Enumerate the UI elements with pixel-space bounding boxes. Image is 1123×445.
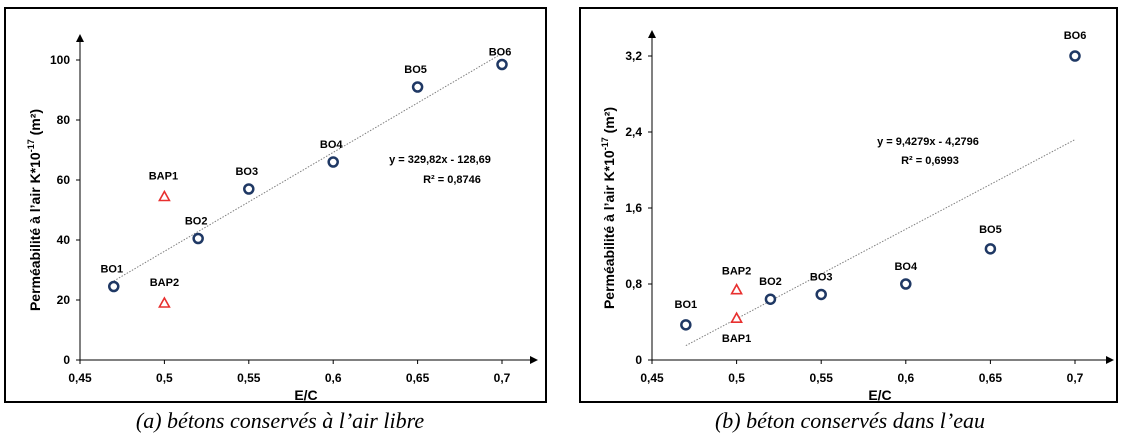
chart-b-svg: 0,45 0,5 0,55 0,6 0,65 0,7 0 0,8 1,6 2,4 3,2 E/C Per… [579, 7, 1118, 403]
data-point-bo4 [327, 156, 339, 168]
y-axis-label-unit: (m²) [601, 107, 617, 137]
trendline [113, 53, 503, 282]
data-label-bo5: BO5 [979, 224, 1002, 236]
x-tick-label: 0,6 [897, 371, 914, 385]
y-tick-label: 0,8 [625, 277, 642, 291]
data-point-bo1 [108, 280, 120, 293]
data-label-bo4: BO4 [320, 139, 344, 151]
data-label-bo2: BO2 [759, 276, 782, 288]
x-tick-label: 0,55 [237, 371, 261, 385]
chart-panel-a: 0,45 0,5 0,55 0,6 0,65 0,7 0 20 40 60 80 100 E/C Perm… [0, 0, 552, 445]
chart-frame [4, 7, 547, 403]
y-tick-label: 20 [57, 293, 71, 307]
x-tick-label: 0,7 [494, 371, 511, 385]
y-axis-label-unit: (m²) [27, 109, 43, 139]
x-tick-label: 0,65 [979, 371, 1003, 385]
x-tick-label: 0,45 [640, 371, 664, 385]
y-axis-label-exponent: -17 [600, 137, 610, 150]
x-axis-arrow [530, 356, 538, 364]
y-tick-label: 80 [57, 113, 71, 127]
y-axis-label-main: Perméabilité à l’air K*10 [601, 150, 617, 309]
data-point-bo4 [900, 278, 912, 290]
data-label-bap1: BAP1 [722, 333, 751, 345]
y-axis-label: Perméabilité à l’air K*10-17 (m²) [26, 109, 43, 311]
trendline-equation: y = 329,82x - 128,69 [389, 154, 491, 166]
data-point-bo5 [984, 243, 997, 255]
x-axis-arrow [1106, 356, 1114, 364]
x-tick-label: 0,6 [325, 371, 342, 385]
trendline-r2: R² = 0,8746 [423, 174, 481, 186]
data-label-bo6: BO6 [489, 47, 512, 59]
data-label-bap2: BAP2 [150, 277, 179, 289]
data-label-bo1: BO1 [675, 299, 698, 311]
data-point-bap2 [730, 283, 743, 295]
caption-a: (a) bétons conservés à l’air libre [135, 408, 425, 433]
y-axis-arrow [76, 34, 84, 42]
y-axis-label: Perméabilité à l’air K*10-17 (m²) [600, 107, 617, 309]
data-point-bo1 [680, 319, 692, 331]
y-tick-label: 2,4 [625, 125, 642, 139]
data-label-bap2: BAP2 [722, 266, 751, 278]
data-label-bo4: BO4 [894, 261, 918, 273]
data-point-bap1 [158, 189, 171, 202]
y-tick-label: 0 [63, 353, 70, 367]
y-tick-label: 1,6 [625, 201, 642, 215]
data-point-bo2 [192, 232, 204, 245]
data-label-bo2: BO2 [185, 216, 208, 228]
y-axis-arrow [648, 30, 656, 38]
y-tick-label: 0 [635, 353, 642, 367]
data-label-bo6: BO6 [1064, 30, 1087, 42]
data-label-bo1: BO1 [100, 264, 123, 276]
data-point-bap1 [730, 311, 743, 324]
y-tick-label: 40 [57, 233, 71, 247]
data-label-bap1: BAP1 [149, 171, 178, 183]
x-tick-label: 0,5 [156, 371, 173, 385]
x-tick-label: 0,45 [68, 371, 92, 385]
y-axis-label-main: Perméabilité à l’air K*10 [27, 152, 43, 311]
data-point-bo3 [815, 288, 827, 301]
data-point-bo6 [1069, 50, 1081, 62]
x-tick-label: 0,7 [1067, 371, 1084, 385]
trendline [685, 139, 1076, 347]
data-label-bo3: BO3 [810, 271, 833, 283]
x-tick-label: 0,65 [406, 371, 430, 385]
data-point-bap2 [158, 296, 171, 308]
x-tick-label: 0,55 [810, 371, 834, 385]
data-point-bo2 [764, 293, 777, 305]
data-point-bo3 [243, 183, 255, 195]
chart-panel-b: 0,45 0,5 0,55 0,6 0,65 0,7 0 0,8 1,6 2,4 3,2 E/C Per… [578, 0, 1123, 445]
x-axis-label: E/C [294, 387, 317, 403]
x-axis-label: E/C [868, 387, 891, 403]
data-point-bo5 [411, 81, 424, 93]
y-tick-label: 100 [50, 53, 70, 67]
trendline-r2: R² = 0,6993 [901, 155, 959, 167]
data-label-bo5: BO5 [404, 64, 427, 76]
caption-b: (b) béton conservés dans l’eau [714, 408, 986, 433]
y-axis-label-exponent: -17 [26, 139, 36, 152]
data-label-bo3: BO3 [235, 166, 258, 178]
chart-frame [579, 7, 1118, 403]
data-point-bo6 [496, 58, 508, 71]
y-tick-label: 3,2 [625, 49, 642, 63]
y-tick-label: 60 [57, 173, 71, 187]
chart-a-svg: 0,45 0,5 0,55 0,6 0,65 0,7 0 20 40 60 80 100 E/C Perm… [4, 7, 547, 403]
x-tick-label: 0,5 [728, 371, 745, 385]
trendline-equation: y = 9,4279x - 4,2796 [877, 136, 979, 148]
